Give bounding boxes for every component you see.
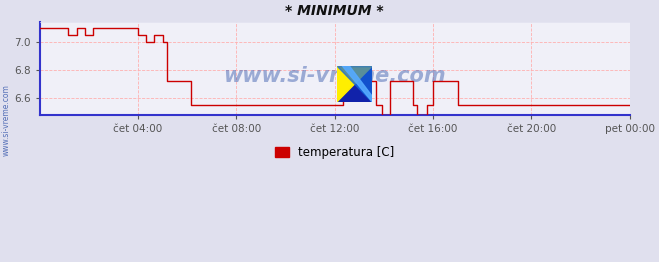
Text: www.si-vreme.com: www.si-vreme.com (223, 66, 446, 86)
Polygon shape (337, 66, 372, 102)
Title: * MINIMUM *: * MINIMUM * (285, 4, 384, 18)
Polygon shape (337, 66, 372, 102)
Legend: temperatura [C]: temperatura [C] (270, 141, 399, 163)
Text: www.si-vreme.com: www.si-vreme.com (2, 85, 11, 156)
Polygon shape (342, 66, 372, 102)
